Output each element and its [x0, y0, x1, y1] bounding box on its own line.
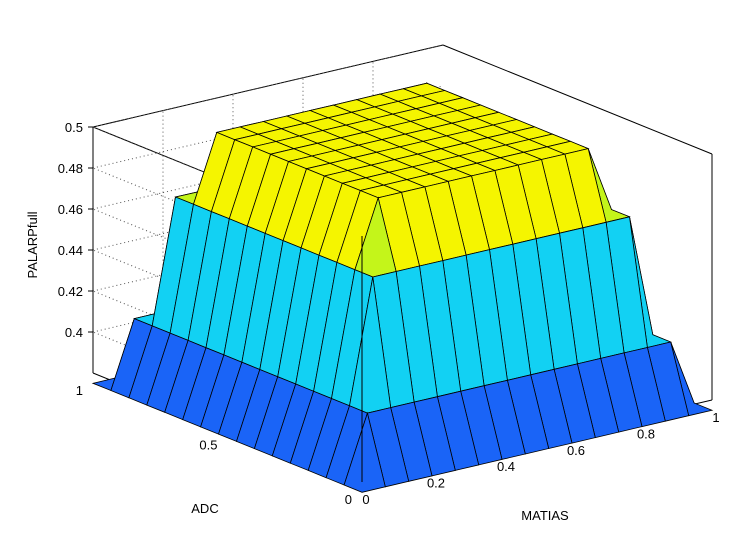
- x-tick-label: 0.4: [497, 459, 515, 474]
- y-tick-label: 0.5: [199, 438, 217, 453]
- x-tick-label: 1: [712, 410, 719, 425]
- z-axis-label: PALARPfull: [25, 211, 40, 278]
- y-axis-label: ADC: [191, 501, 218, 516]
- z-tick-label: 0.42: [58, 284, 83, 299]
- tick-labels: 0.4 0.42 0.44 0.46 0.48 0.5 0 0.5 1 0 0.2 0.4 0.6 0.8…: [58, 120, 720, 507]
- box-edge-back-top: [92, 44, 444, 128]
- z-tick-label: 0.5: [65, 120, 83, 135]
- surface-cell: [343, 411, 386, 493]
- x-tick-label: 0.8: [637, 426, 655, 441]
- z-tick-label: 0.4: [65, 325, 83, 340]
- z-tick-label: 0.48: [58, 161, 83, 176]
- x-tick-label: 0: [362, 492, 369, 507]
- z-tick-label: 0.44: [58, 243, 83, 258]
- surface-mesh: [91, 81, 714, 493]
- box-edge-right-top: [442, 44, 713, 155]
- z-tick-label: 0.46: [58, 202, 83, 217]
- x-axis-label: MATIAS: [521, 508, 569, 523]
- y-tick-label: 0: [345, 492, 352, 507]
- x-tick-label: 0.2: [427, 476, 445, 491]
- x-tick-label: 0.6: [567, 443, 585, 458]
- y-tick-label: 1: [76, 383, 83, 398]
